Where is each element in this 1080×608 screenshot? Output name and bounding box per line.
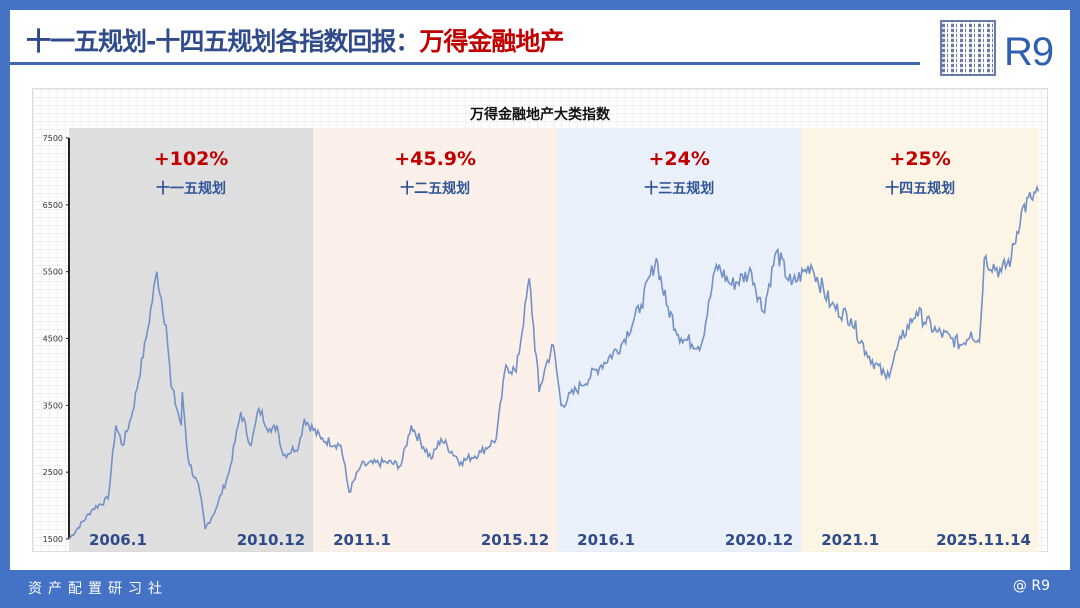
page-title: 十一五规划-十四五规划各指数回报：万得金融地产 <box>26 22 564 58</box>
y-tick-label: 4500 <box>43 335 63 344</box>
y-tick-label: 5500 <box>43 268 63 277</box>
period-name: 十三五规划 <box>644 180 714 197</box>
period-return: +25% <box>889 148 950 170</box>
period-name: 十二五规划 <box>400 180 470 197</box>
period-start-label: 2021.1 <box>821 531 879 549</box>
y-tick-label: 6500 <box>43 201 63 210</box>
footer-brand: @ R9 <box>1012 578 1050 594</box>
y-tick-label: 1500 <box>43 535 63 544</box>
period-end-label: 2025.11.14 <box>936 531 1031 549</box>
period-name: 十四五规划 <box>885 180 955 197</box>
y-tick-label: 3500 <box>43 401 63 410</box>
index-line <box>68 184 1040 540</box>
period-name: 十一五规划 <box>156 180 226 197</box>
title-main: 十一五规划-十四五规划各指数回报： <box>26 27 420 56</box>
period-return: +45.9% <box>394 148 476 170</box>
brand-logo: R9 <box>1004 30 1054 74</box>
period-end-label: 2015.12 <box>481 531 549 549</box>
period-end-label: 2020.12 <box>725 531 793 549</box>
period-return: +102% <box>154 148 229 170</box>
qr-code-icon <box>940 20 996 76</box>
chart-title: 万得金融地产大类指数 <box>470 107 610 123</box>
period-band <box>801 128 1039 552</box>
y-tick-label: 2500 <box>43 468 63 477</box>
period-start-label: 2011.1 <box>333 531 391 549</box>
period-start-label: 2006.1 <box>89 531 147 549</box>
period-end-label: 2010.12 <box>237 531 305 549</box>
y-tick-label: 7500 <box>43 134 63 143</box>
period-return: +24% <box>649 148 710 170</box>
slide: 十一五规划-十四五规划各指数回报：万得金融地产 R9 万得金融地产大类指数 +1… <box>10 10 1070 570</box>
line-chart: +102% 十一五规划 2006.1 2010.12 +45.9% 十二五规划 2011.1… <box>43 128 1040 552</box>
title-divider <box>10 62 920 65</box>
footer-org: 资产配置研习社 <box>28 581 168 597</box>
title-highlight: 万得金融地产 <box>419 27 564 56</box>
chart-panel: 万得金融地产大类指数 +102% 十一五规划 2006.1 2010.12 +45.9%… <box>32 88 1048 552</box>
period-start-label: 2016.1 <box>577 531 635 549</box>
